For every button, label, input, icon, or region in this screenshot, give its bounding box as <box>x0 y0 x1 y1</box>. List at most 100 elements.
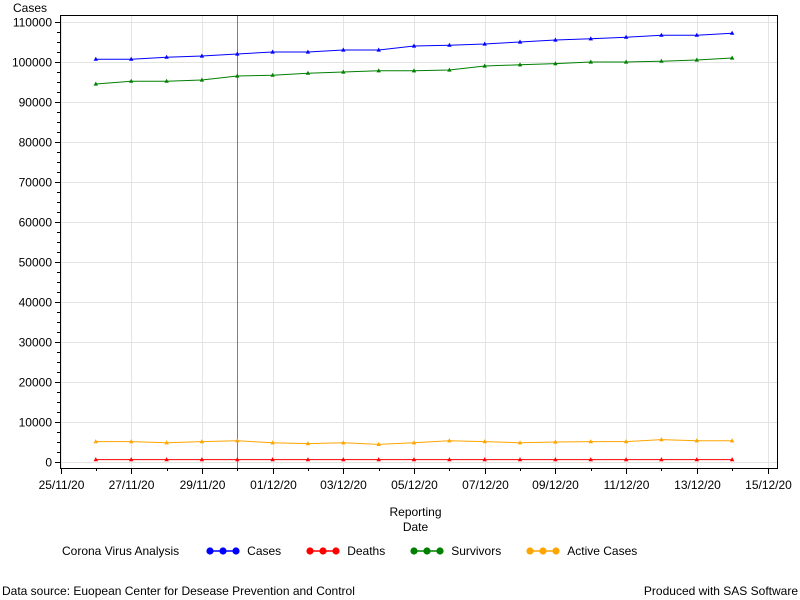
data-point-active-cases <box>694 438 699 443</box>
y-tick-label: 0 <box>45 456 52 470</box>
data-point-cases <box>199 53 205 58</box>
y-tick-label: 70000 <box>19 176 53 190</box>
y-tick-label: 60000 <box>19 216 53 230</box>
data-point-deaths <box>659 457 664 462</box>
data-point-survivors <box>447 67 452 72</box>
data-point-survivors <box>659 58 664 63</box>
data-point-cases <box>341 47 346 52</box>
y-tick-label: 80000 <box>19 136 53 150</box>
data-series <box>93 30 735 462</box>
data-point-active-cases <box>129 439 134 444</box>
legend-marker <box>539 547 547 555</box>
x-tick-label: 11/12/20 <box>604 478 650 492</box>
data-point-cases <box>129 56 134 61</box>
y-tick-label: 20000 <box>19 376 53 390</box>
data-point-survivors <box>517 62 523 67</box>
data-point-deaths <box>164 457 169 462</box>
legend-item-deaths: Deaths <box>305 544 385 558</box>
y-tick-label: 30000 <box>19 336 53 350</box>
legend-marker <box>526 547 534 555</box>
x-tick-label: 29/11/20 <box>180 478 226 492</box>
legend-swatch-deaths <box>306 547 340 555</box>
data-point-deaths <box>305 457 311 462</box>
data-point-deaths <box>623 457 629 462</box>
y-tick-label: 50000 <box>19 256 53 270</box>
data-point-survivors <box>411 68 417 73</box>
x-tick-label: 07/12/20 <box>462 478 509 492</box>
legend-label-cases: Cases <box>247 544 282 558</box>
legend-item-survivors: Survivors <box>409 544 501 558</box>
plot-area-frame <box>60 15 778 469</box>
data-point-active-cases <box>305 441 311 446</box>
x-tick-label: 27/11/20 <box>109 478 155 492</box>
data-point-deaths <box>588 457 593 462</box>
data-point-survivors <box>305 70 311 75</box>
legend-marker <box>206 547 214 555</box>
x-tick-label: 25/11/20 <box>39 478 85 492</box>
data-point-deaths <box>341 457 346 462</box>
data-point-active-cases <box>164 440 169 445</box>
x-tick-label: 01/12/20 <box>250 478 297 492</box>
legend-marker <box>319 547 327 555</box>
legend-swatch-cases <box>206 547 240 555</box>
data-point-cases <box>305 49 311 54</box>
data-point-active-cases <box>447 438 452 443</box>
x-tick-label: 13/12/20 <box>674 478 721 492</box>
data-point-cases <box>235 51 240 56</box>
y-tick-label: 10000 <box>19 416 53 430</box>
data-point-active-cases <box>517 440 523 445</box>
data-point-cases <box>411 43 417 48</box>
legend-swatch-active-cases <box>526 547 560 555</box>
data-point-survivors <box>93 81 98 86</box>
legend-marker <box>332 547 340 555</box>
data-point-deaths <box>553 457 558 462</box>
data-point-deaths <box>447 457 452 462</box>
data-point-cases <box>623 34 629 39</box>
data-point-survivors <box>129 78 134 83</box>
data-point-active-cases <box>482 439 487 444</box>
data-point-cases <box>376 47 381 52</box>
legend-label-survivors: Survivors <box>451 544 502 558</box>
data-point-cases <box>588 36 593 41</box>
data-point-active-cases <box>623 439 629 444</box>
grid-lines <box>60 15 777 468</box>
data-point-cases <box>517 39 523 44</box>
data-point-deaths <box>235 457 240 462</box>
y-axis-title: Cases <box>13 1 47 15</box>
x-axis-title-line1: Reporting <box>389 505 441 519</box>
data-point-cases <box>659 32 664 37</box>
data-point-survivors <box>164 78 169 83</box>
legend-label-deaths: Deaths <box>347 544 386 558</box>
y-tick-label: 100000 <box>12 56 52 70</box>
x-tick-label: 15/12/20 <box>745 478 792 492</box>
legend: Corona Virus Analysis Cases Deaths Survi… <box>62 544 661 558</box>
footer-data-source: Data source: Euopean Center for Desease … <box>2 584 355 598</box>
data-point-survivors <box>694 57 699 62</box>
data-point-deaths <box>270 457 275 462</box>
data-point-deaths <box>411 457 417 462</box>
data-point-cases <box>447 42 452 47</box>
data-point-cases <box>729 30 735 35</box>
series-deaths <box>93 457 735 462</box>
data-point-active-cases <box>729 438 735 443</box>
data-point-survivors <box>482 63 487 68</box>
data-point-active-cases <box>376 441 381 446</box>
data-point-survivors <box>588 59 593 64</box>
data-point-survivors <box>199 77 205 82</box>
y-axis: 0 10000 20000 30000 40000 50000 60000 70000 8000… <box>12 16 60 470</box>
data-point-active-cases <box>411 440 417 445</box>
data-point-survivors <box>376 68 381 73</box>
legend-title: Corona Virus Analysis <box>62 544 180 558</box>
legend-marker <box>410 547 418 555</box>
data-point-survivors <box>341 69 346 74</box>
series-survivors <box>93 55 735 86</box>
legend-marker <box>552 547 560 555</box>
legend-item-active-cases: Active Cases <box>525 544 637 558</box>
data-point-active-cases <box>553 439 558 444</box>
data-point-active-cases <box>270 440 275 445</box>
x-tick-label: 05/12/20 <box>391 478 438 492</box>
data-point-cases <box>694 32 699 37</box>
legend-swatch-survivors <box>410 547 444 555</box>
data-point-deaths <box>517 457 523 462</box>
x-tick-label: 03/12/20 <box>320 478 367 492</box>
